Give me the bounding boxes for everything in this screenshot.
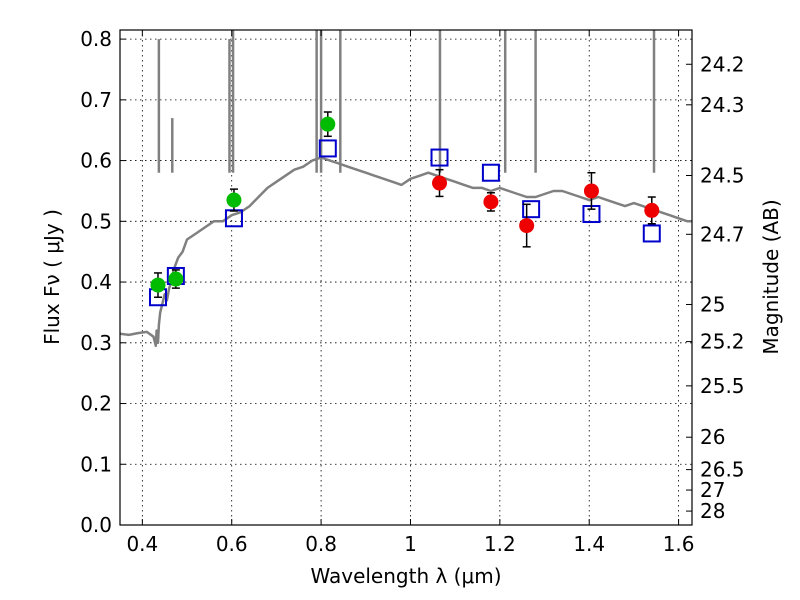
mag-tick-label: 26.5 [700, 458, 745, 482]
model-photometry-point [481, 163, 500, 182]
grid [120, 30, 692, 526]
mag-tick-label: 25 [700, 292, 725, 316]
y-tick-label: 0.8 [80, 27, 112, 51]
observed-flux-point [483, 194, 499, 210]
model-photometry-point [522, 200, 541, 219]
mag-tick-label: 24.2 [700, 52, 745, 76]
observed-flux-point [519, 218, 535, 234]
observed-flux-point [583, 183, 599, 199]
spectrum-line [120, 156, 692, 348]
x-tick-label: 0.4 [126, 532, 158, 556]
y-tick-label: 0.1 [80, 452, 112, 476]
mag-tick-label: 25.2 [700, 330, 745, 354]
x-tick-label: 1.4 [573, 532, 605, 556]
observed-flux-point [226, 192, 242, 208]
model-photometry-point [430, 148, 449, 167]
x-tick-label: 1.6 [663, 532, 695, 556]
x-tick-label: 0.8 [305, 532, 337, 556]
x-axis-title: Wavelength λ (μm) [310, 564, 501, 588]
x-tick-label: 1 [404, 532, 417, 556]
y-tick-label: 0.2 [80, 392, 112, 416]
ticks [120, 30, 692, 526]
x-tick-label: 1.2 [484, 532, 516, 556]
observed-flux-point [320, 116, 336, 132]
mag-tick-label: 28 [700, 499, 725, 523]
observed-flux-point [168, 271, 184, 287]
y2-axis-title: Magnitude (AB) [759, 199, 783, 354]
y-tick-label: 0.5 [80, 209, 112, 233]
y-tick-label: 0.3 [80, 331, 112, 355]
mag-tick-label: 27 [700, 478, 725, 502]
y-tick-label: 0.0 [80, 513, 112, 537]
observed-flux-point [150, 277, 166, 293]
plot-frame [119, 29, 693, 526]
y-axis-title: Flux Fν ( μJy ) [40, 209, 64, 345]
observed-flux-point [644, 202, 660, 218]
y-tick-label: 0.6 [80, 149, 112, 173]
observed-flux-point [432, 175, 448, 191]
mag-tick-label: 24.5 [700, 163, 745, 187]
model-photometry-point [318, 139, 337, 158]
mag-tick-label: 24.3 [700, 93, 745, 117]
mag-tick-label: 26 [700, 425, 725, 449]
y-tick-label: 0.4 [80, 270, 112, 294]
mag-tick-label: 24.7 [700, 222, 745, 246]
mag-tick-label: 25.5 [700, 374, 745, 398]
x-tick-label: 0.6 [216, 532, 248, 556]
model-photometry-point [642, 224, 661, 243]
y-tick-label: 0.7 [80, 88, 112, 112]
